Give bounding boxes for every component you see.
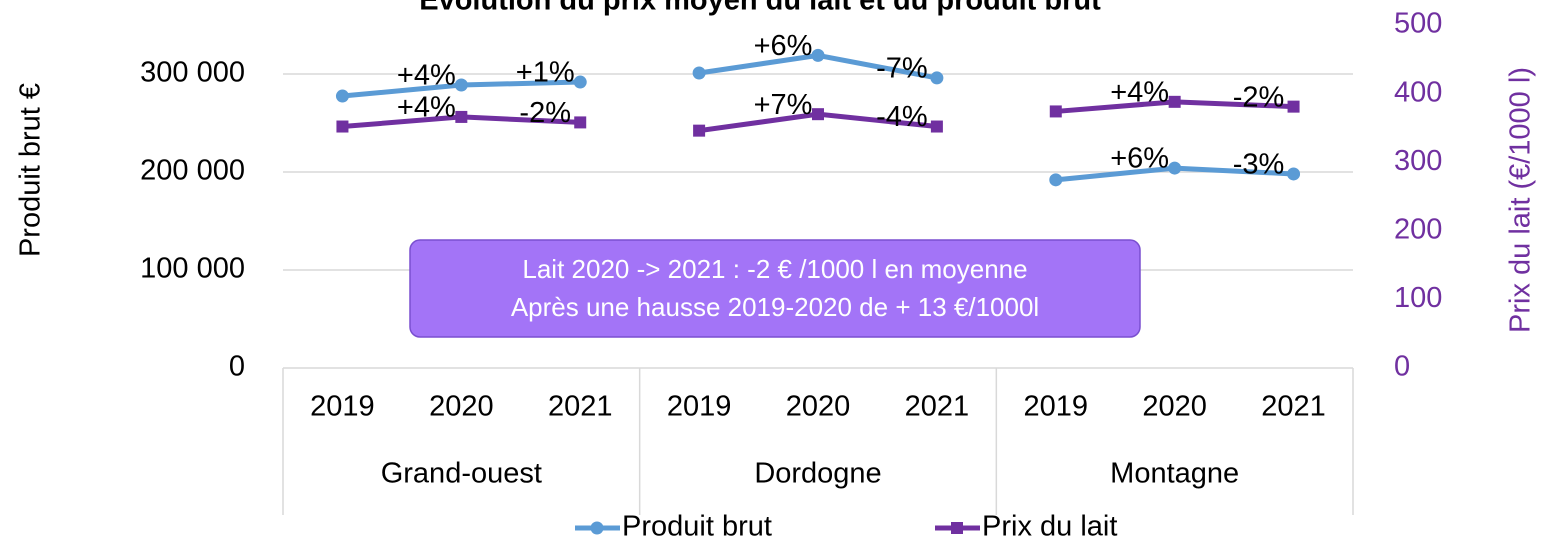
- x-tick-label: 2019: [1024, 391, 1089, 423]
- y-tick-label: 300 000: [140, 57, 245, 89]
- group-label: Grand-ouest: [381, 458, 542, 490]
- marker: [335, 89, 349, 103]
- x-tick-label: 2020: [429, 391, 494, 423]
- data-label: -3%: [1233, 149, 1285, 181]
- marker: [574, 116, 587, 129]
- marker: [1287, 100, 1300, 113]
- chart-title: Évolution du prix moyen du lait et du pr…: [419, 0, 1101, 17]
- y2-tick-label: 500: [1394, 8, 1442, 40]
- data-label: +6%: [754, 30, 813, 62]
- legend-label: Prix du lait: [982, 511, 1117, 543]
- data-label: +4%: [397, 60, 456, 92]
- group-label: Dordogne: [754, 458, 881, 490]
- group-label: Montagne: [1110, 458, 1239, 490]
- data-label: -4%: [876, 101, 928, 133]
- annotation-box: [409, 239, 1141, 338]
- marker: [693, 124, 706, 137]
- data-label: -2%: [519, 97, 571, 129]
- marker: [930, 120, 943, 133]
- data-label: +4%: [1110, 76, 1169, 108]
- legend-marker: [951, 522, 963, 534]
- y-tick-label: 0: [229, 351, 245, 383]
- marker: [1168, 161, 1182, 175]
- marker: [1049, 105, 1062, 118]
- x-tick-label: 2019: [310, 391, 375, 423]
- marker: [812, 108, 824, 121]
- x-tick-label: 2019: [667, 391, 732, 423]
- marker: [1168, 95, 1181, 108]
- data-label: -7%: [876, 53, 928, 85]
- data-label: -2%: [1233, 81, 1285, 113]
- y2-axis-label: Prix du lait (€/1000 l): [1505, 67, 1537, 333]
- x-tick-label: 2021: [548, 391, 613, 423]
- marker: [336, 120, 349, 133]
- marker: [1049, 173, 1063, 187]
- data-label: +4%: [397, 92, 456, 124]
- marker: [1287, 167, 1301, 181]
- marker: [454, 78, 468, 92]
- y2-tick-label: 200: [1394, 213, 1442, 245]
- data-label: +7%: [754, 89, 813, 121]
- legend-marker: [590, 521, 604, 535]
- annotation-text: Après une hausse 2019-2020 de + 13 €/100…: [511, 292, 1039, 322]
- x-tick-label: 2021: [905, 391, 970, 423]
- y-tick-label: 200 000: [140, 155, 245, 187]
- marker: [811, 48, 825, 62]
- marker: [692, 66, 706, 80]
- marker: [930, 71, 944, 85]
- data-label: +6%: [1110, 143, 1169, 175]
- x-tick-label: 2020: [1142, 391, 1207, 423]
- x-tick-label: 2020: [786, 391, 851, 423]
- data-label: +1%: [516, 57, 575, 89]
- legend-label: Produit brut: [622, 511, 772, 543]
- y2-tick-label: 0: [1394, 351, 1410, 383]
- marker: [455, 110, 468, 123]
- y-tick-label: 100 000: [140, 253, 245, 285]
- y-axis-label: Produit brut €: [15, 83, 47, 257]
- marker: [573, 75, 587, 89]
- y2-tick-label: 300: [1394, 145, 1442, 177]
- y2-tick-label: 100: [1394, 282, 1442, 314]
- x-tick-label: 2021: [1261, 391, 1326, 423]
- y2-tick-label: 400: [1394, 76, 1442, 108]
- annotation-text: Lait 2020 -> 2021 : -2 € /1000 l en moye…: [522, 254, 1027, 284]
